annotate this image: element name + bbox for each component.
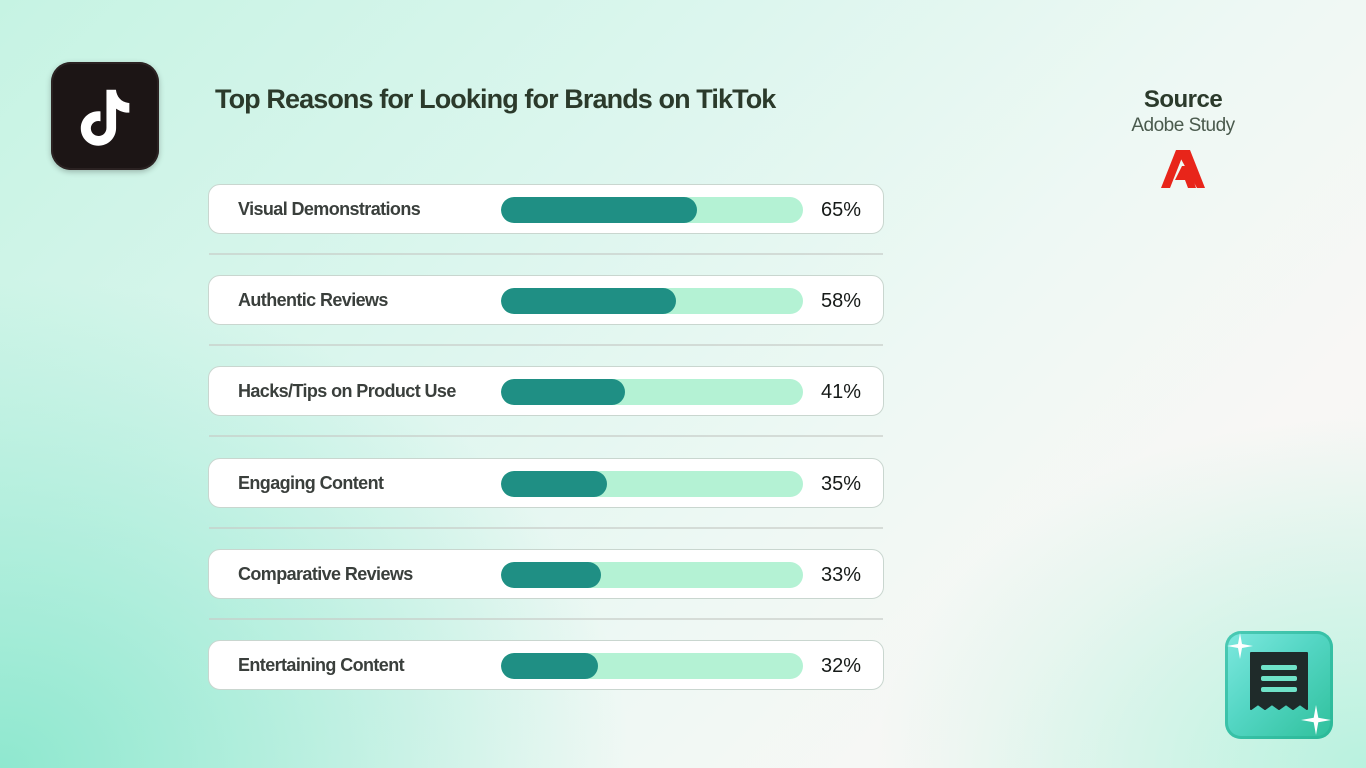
- bar-track: [501, 652, 803, 679]
- adobe-icon: [1161, 150, 1205, 188]
- value-label: 35%: [820, 472, 861, 495]
- sparkle-icon: [1227, 633, 1253, 659]
- source-heading: Source: [1143, 86, 1223, 113]
- source-block: Source Adobe Study: [1110, 86, 1256, 188]
- category-label: Entertaining Content: [238, 654, 405, 675]
- app-logo-tile: [51, 62, 159, 170]
- bar-fill: [501, 470, 607, 497]
- value-label: 33%: [820, 563, 861, 586]
- page-title: Top Reasons for Looking for Brands on Ti…: [215, 84, 776, 114]
- category-label: Visual Demonstrations: [238, 199, 421, 219]
- category-label: Hacks/Tips on Product Use: [238, 381, 456, 402]
- chart-row: Entertaining Content 32%: [208, 639, 884, 690]
- source-name: Adobe Study: [1131, 115, 1235, 136]
- bar-fill: [501, 288, 677, 315]
- bar-track: [501, 197, 803, 223]
- chart-row: Comparative Reviews 33%: [208, 548, 884, 620]
- bar-track: [501, 379, 803, 406]
- value-label: 41%: [820, 381, 861, 404]
- value-label: 32%: [820, 654, 861, 677]
- bar-track: [501, 470, 803, 497]
- category-label: Engaging Content: [238, 472, 384, 493]
- bar-fill: [501, 652, 598, 679]
- bar-chart: Visual Demonstrations 65% Authentic Revi…: [208, 184, 884, 731]
- value-label: 58%: [820, 290, 861, 313]
- chart-row: Authentic Reviews 58%: [208, 275, 884, 347]
- chart-row: Engaging Content 35%: [208, 457, 884, 529]
- bar-fill: [501, 379, 625, 406]
- value-label: 65%: [820, 199, 861, 221]
- bar-fill: [501, 561, 601, 588]
- bar-fill: [501, 197, 698, 223]
- receipt-icon: [1250, 652, 1308, 710]
- chart-row: Hacks/Tips on Product Use 41%: [208, 366, 884, 438]
- tiktok-icon: [80, 89, 130, 146]
- receipt-tile[interactable]: [1225, 631, 1333, 739]
- bar-track: [501, 288, 803, 315]
- category-label: Comparative Reviews: [238, 563, 413, 584]
- category-label: Authentic Reviews: [238, 290, 388, 311]
- sparkle-icon: [1301, 705, 1331, 735]
- chart-row: Visual Demonstrations 65%: [208, 184, 884, 255]
- bar-track: [501, 561, 803, 588]
